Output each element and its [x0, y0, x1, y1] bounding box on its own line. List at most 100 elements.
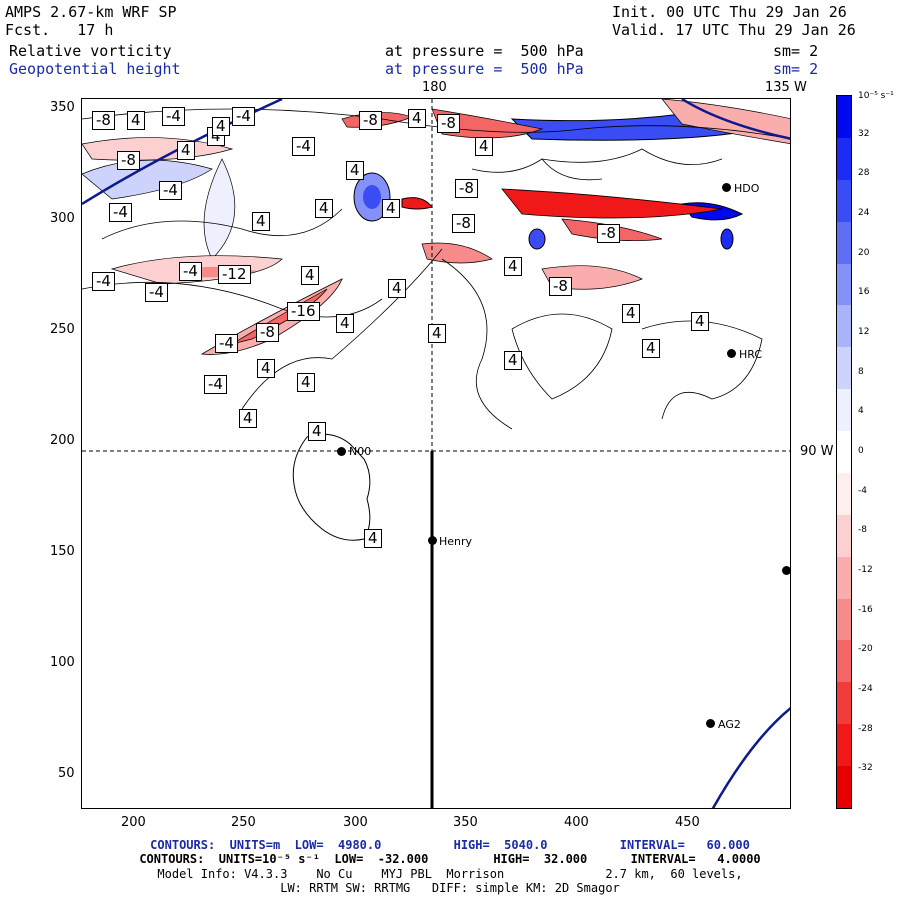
- colorbar-tick-label: 20: [858, 247, 870, 258]
- y-tick-350: 350: [50, 100, 75, 115]
- station-marker[interactable]: [727, 349, 736, 358]
- colorbar-swatch: [837, 263, 851, 306]
- station-marker[interactable]: [706, 719, 715, 728]
- station-marker[interactable]: [782, 566, 790, 575]
- x-tick-350: 350: [453, 815, 478, 830]
- contour-label: -8: [549, 277, 572, 296]
- contour-label: 4: [428, 324, 446, 343]
- contour-label: -8: [437, 114, 460, 133]
- contour-label: 4: [257, 359, 275, 378]
- init-time: Init. 00 UTC Thu 29 Jan 26: [612, 3, 847, 21]
- contour-label: -8: [359, 111, 382, 130]
- contour-label: -8: [455, 179, 478, 198]
- contour-label: 4: [308, 422, 326, 441]
- contour-label: -8: [117, 151, 140, 170]
- colorbar-swatch: [837, 305, 851, 348]
- lon-label-180: 180: [422, 80, 447, 95]
- colorbar-tick-label: -28: [858, 723, 873, 734]
- colorbar-tick-label: -8: [858, 525, 867, 536]
- contour-label: 4: [622, 304, 640, 323]
- contour-label: 4: [364, 529, 382, 548]
- y-tick-50: 50: [58, 766, 75, 781]
- contour-label: 4: [177, 141, 195, 160]
- footer-height-contours: CONTOURS: UNITS=m LOW= 4980.0 HIGH= 5040…: [150, 838, 750, 852]
- geopotential-height-contour: [681, 99, 790, 140]
- lon-label-135w: 135 W: [765, 80, 807, 95]
- colorbar: [836, 95, 852, 809]
- y-tick-300: 300: [50, 211, 75, 226]
- contour-label: 4: [127, 111, 145, 130]
- colorbar-swatch: [837, 221, 851, 264]
- station-label-hdo: HDO: [734, 182, 760, 195]
- station-marker[interactable]: [722, 183, 731, 192]
- contour-label: -4: [179, 262, 202, 281]
- contour-label: -8: [256, 323, 279, 342]
- geopotential-height-contour: [711, 707, 790, 808]
- contour-label: -4: [162, 107, 185, 126]
- contour-line: [511, 313, 613, 400]
- contour-label: 4: [336, 314, 354, 333]
- contour-label: 4: [475, 137, 493, 156]
- colorbar-tick-label: 28: [858, 168, 870, 179]
- vorticity-pos-spot: [528, 228, 546, 250]
- contour-label: -4: [292, 137, 315, 156]
- field2-smoothing: sm= 2: [773, 60, 819, 78]
- station-marker[interactable]: [337, 447, 346, 456]
- map-plot-area[interactable]: N00 Henry HRC AG2 HDO -8 4 -4 4 -4 4 4 -…: [81, 98, 791, 809]
- footer-vorticity-contours: CONTOURS: UNITS=10⁻⁵ s⁻¹ LOW= -32.000 HI…: [139, 852, 761, 866]
- contour-label: -16: [287, 302, 320, 321]
- colorbar-tick-label: 12: [858, 327, 870, 337]
- model-title: AMPS 2.67-km WRF SP: [5, 3, 177, 21]
- contour-label: -4: [159, 181, 182, 200]
- contour-label: 4: [346, 161, 364, 180]
- contour-label: 4: [315, 199, 333, 218]
- colorbar-swatch: [837, 640, 851, 683]
- contour-label: -8: [92, 111, 115, 130]
- contour-label: -12: [218, 265, 251, 284]
- contour-label: 4: [642, 339, 660, 358]
- colorbar-swatch: [837, 389, 851, 431]
- colorbar-tick-label: 16: [858, 287, 870, 298]
- contour-label: 4: [691, 312, 709, 331]
- colorbar-tick-label: 8: [858, 366, 864, 377]
- colorbar-swatch: [837, 347, 851, 390]
- vorticity-max-core: [363, 185, 381, 209]
- colorbar-tick-label: -12: [858, 565, 873, 575]
- x-tick-200: 200: [121, 815, 146, 830]
- y-tick-150: 150: [50, 544, 75, 559]
- colorbar-swatch: [837, 766, 851, 808]
- field2-name: Geopotential height: [9, 60, 181, 78]
- footer-physics-info: LW: RRTM SW: RRTMG DIFF: simple KM: 2D S…: [280, 881, 620, 895]
- station-label-henry: Henry: [439, 535, 473, 548]
- lon-label-90w: 90 W: [800, 444, 834, 459]
- station-label-hrc: HRC: [739, 348, 763, 361]
- contour-label: 4: [212, 117, 230, 136]
- forecast-hour: Fcst. 17 h: [5, 21, 114, 39]
- x-tick-250: 250: [231, 815, 256, 830]
- vorticity-pos-spot-2: [720, 228, 734, 250]
- x-tick-450: 450: [675, 815, 700, 830]
- colorbar-swatch: [837, 179, 851, 222]
- colorbar-swatch: [837, 472, 851, 515]
- vorticity-neg-patch-3: [421, 242, 493, 264]
- contour-label: 4: [504, 257, 522, 276]
- contour-label: -4: [232, 107, 255, 126]
- colorbar-tick-label: -24: [858, 684, 873, 694]
- contour-label: 4: [504, 351, 522, 370]
- contour-label: -4: [215, 334, 238, 353]
- colorbar-tick-label: 24: [858, 208, 870, 218]
- contour-line: [82, 108, 790, 140]
- contour-label: 4: [382, 199, 400, 218]
- footer-model-info: Model Info: V4.3.3 No Cu MYJ PBL Morriso…: [157, 867, 743, 881]
- vorticity-neg-spot: [401, 197, 433, 210]
- station-label-ag2: AG2: [718, 718, 741, 731]
- colorbar-tick-label: -32: [858, 763, 873, 774]
- contour-label: -4: [92, 272, 115, 291]
- y-tick-100: 100: [50, 655, 75, 670]
- station-marker[interactable]: [428, 536, 437, 545]
- colorbar-swatch: [837, 514, 851, 557]
- field1-level: at pressure = 500 hPa: [385, 42, 584, 60]
- contour-label: 4: [388, 279, 406, 298]
- field1-smoothing: sm= 2: [773, 42, 819, 60]
- colorbar-swatch: [837, 682, 851, 725]
